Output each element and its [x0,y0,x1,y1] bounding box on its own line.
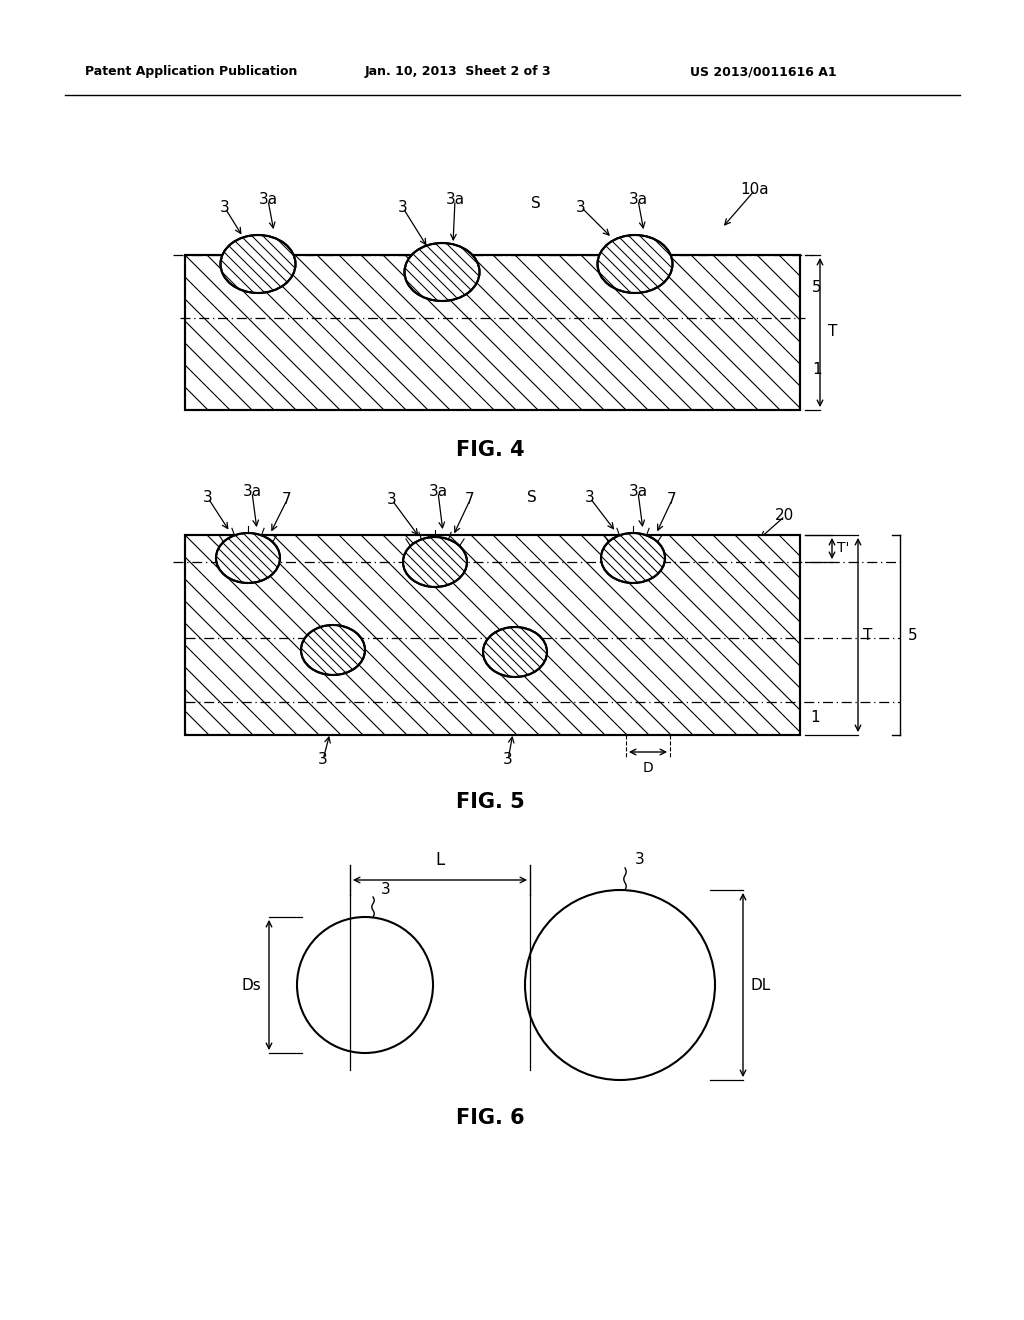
Ellipse shape [483,627,547,677]
Text: 3a: 3a [445,193,465,207]
Text: S: S [531,195,541,210]
Text: 1: 1 [810,710,819,726]
Text: 7: 7 [668,492,677,507]
Ellipse shape [597,235,673,293]
Text: US 2013/0011616 A1: US 2013/0011616 A1 [690,66,837,78]
Text: 7: 7 [465,492,475,507]
Bar [185,535,800,735]
Text: 3a: 3a [629,193,647,207]
Text: 7: 7 [283,492,292,507]
Ellipse shape [403,537,467,587]
Text: 1: 1 [812,363,821,378]
Text: 3: 3 [503,752,513,767]
Text: FIG. 4: FIG. 4 [456,440,524,459]
Text: Patent Application Publication: Patent Application Publication [85,66,297,78]
Text: 3a: 3a [258,193,278,207]
Bar [185,535,800,735]
Text: Ds: Ds [242,978,261,993]
Text: 3: 3 [635,853,645,867]
Text: S: S [527,491,537,506]
Ellipse shape [301,624,365,675]
Text: 3: 3 [381,882,391,896]
Text: Jan. 10, 2013  Sheet 2 of 3: Jan. 10, 2013 Sheet 2 of 3 [365,66,552,78]
Text: FIG. 6: FIG. 6 [456,1107,524,1129]
Text: 3: 3 [577,199,586,214]
Text: 5: 5 [908,627,918,643]
Text: 3: 3 [585,491,595,506]
Text: T: T [863,627,872,643]
Ellipse shape [216,533,280,583]
Text: 3: 3 [318,752,328,767]
Text: L: L [435,851,444,869]
Text: 20: 20 [775,508,795,524]
Text: 10a: 10a [740,182,769,198]
Text: 3a: 3a [243,484,261,499]
Text: FIG. 5: FIG. 5 [456,792,524,812]
Text: 3a: 3a [428,484,447,499]
Text: 3: 3 [203,491,213,506]
Text: 3: 3 [387,492,397,507]
Text: T: T [828,325,838,339]
Ellipse shape [220,235,296,293]
Text: T': T' [837,541,849,554]
Bar [185,255,800,411]
Ellipse shape [601,533,665,583]
Text: 3: 3 [398,201,408,215]
Text: 3a: 3a [629,484,647,499]
Text: 5: 5 [812,281,821,296]
Ellipse shape [404,243,479,301]
Text: 3: 3 [220,201,229,215]
Text: D: D [643,762,653,775]
Text: DL: DL [751,978,771,993]
Bar [185,255,800,411]
